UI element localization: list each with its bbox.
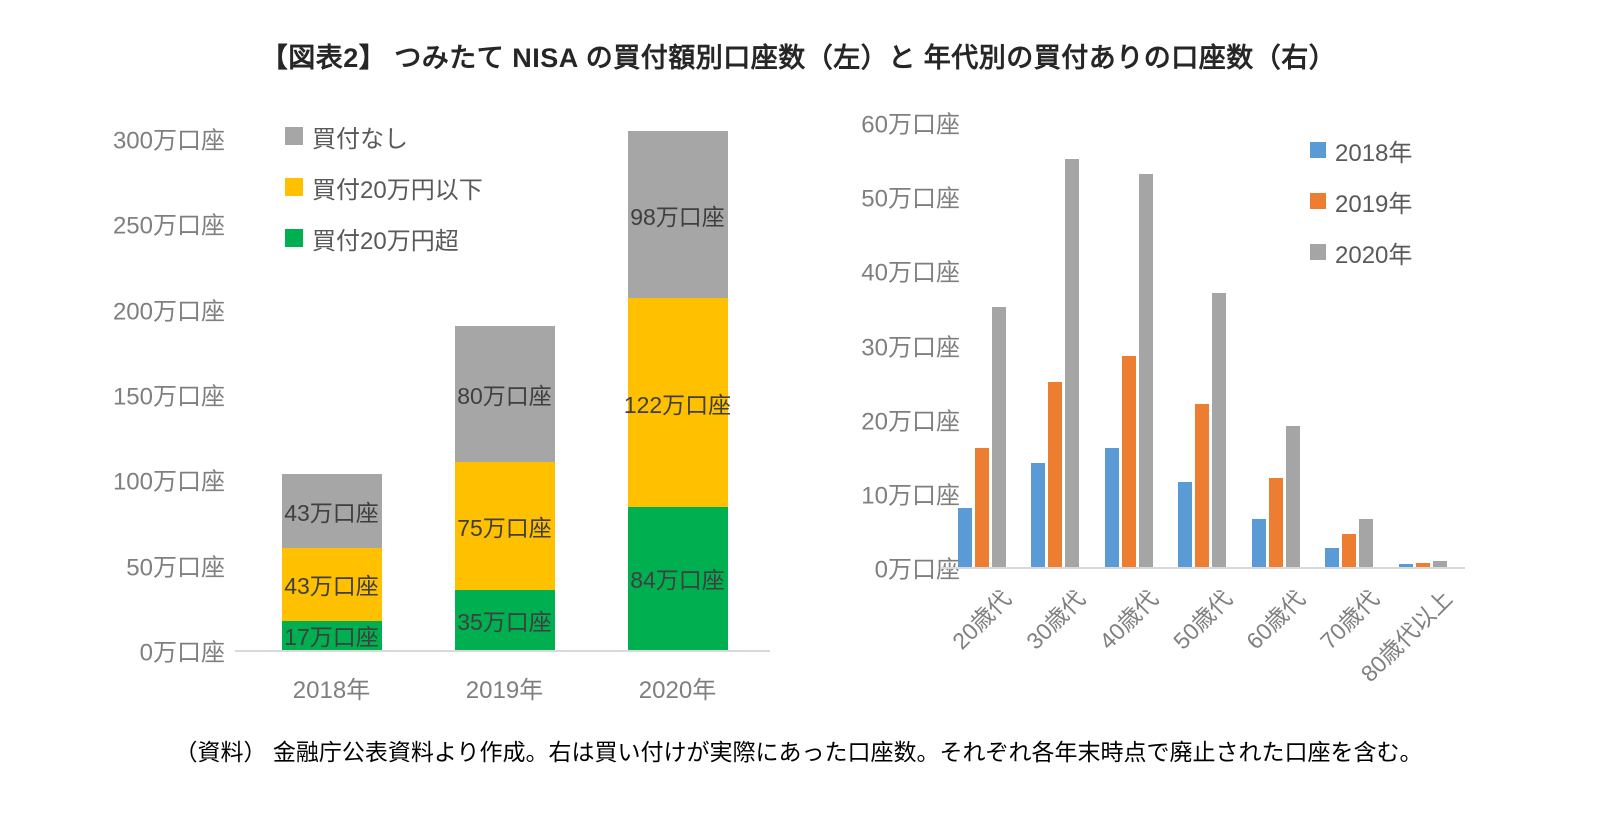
legend-swatch xyxy=(1310,244,1326,260)
legend-label: 買付なし xyxy=(312,125,408,153)
grouped-bar xyxy=(1031,463,1046,567)
y-axis-tick-label: 10万口座 xyxy=(861,482,960,510)
grouped-bar xyxy=(974,448,989,567)
y-axis-tick-label: 0万口座 xyxy=(139,639,225,667)
grouped-bar xyxy=(1212,292,1227,567)
x-axis-category-label: 40歳代 xyxy=(1094,585,1164,655)
legend-item: 買付20万円以下 xyxy=(285,172,483,204)
legend-swatch xyxy=(285,178,303,196)
grouped-bar xyxy=(991,307,1006,567)
x-axis-category-label: 2018年 xyxy=(292,677,371,704)
bar-data-label: 84万口座 xyxy=(630,567,725,594)
stacked-bar-segment xyxy=(281,474,382,548)
legend-label: 2020年 xyxy=(1335,241,1413,269)
grouped-bar xyxy=(1398,564,1413,567)
legend-item: 買付20万円超 xyxy=(285,223,483,255)
x-axis-category-label: 50歳代 xyxy=(1167,585,1237,655)
bar-data-label: 43万口座 xyxy=(284,573,379,600)
bar-data-label: 122万口座 xyxy=(623,391,732,418)
legend-label: 買付20万円以下 xyxy=(312,176,483,204)
y-axis-tick-label: 60万口座 xyxy=(861,111,960,139)
grouped-bar xyxy=(1178,481,1193,567)
stacked-bar-segment xyxy=(454,325,555,463)
grouped-bar xyxy=(1104,448,1119,567)
x-axis-line xyxy=(940,567,1465,569)
bar-data-label: 98万口座 xyxy=(630,203,725,230)
legend-label: 2018年 xyxy=(1335,139,1413,167)
chart-legend: 2018年 2019年 2020年 xyxy=(1310,135,1412,288)
chart-legend: 買付なし買付20万円以下 買付20万円超 xyxy=(285,121,483,274)
y-axis-tick-label: 50万口座 xyxy=(126,554,225,582)
grouped-bar xyxy=(1138,173,1153,567)
legend-item: 2020年 xyxy=(1310,237,1413,269)
stacked-bar-segment xyxy=(454,462,555,591)
grouped-bar xyxy=(1325,548,1340,567)
y-axis-tick-label: 20万口座 xyxy=(861,408,960,436)
source-note: （資料） 金融庁公表資料より作成。右は買い付けが実際にあった口座数。それぞれ各年… xyxy=(174,739,1423,765)
x-axis-category-label: 60歳代 xyxy=(1241,585,1311,655)
x-axis-category-label: 2020年 xyxy=(638,677,717,704)
grouped-bar xyxy=(1342,533,1357,567)
grouped-bar xyxy=(1432,561,1447,567)
legend-swatch xyxy=(285,127,303,145)
bar-data-label: 35万口座 xyxy=(457,609,552,636)
legend-swatch xyxy=(285,229,303,247)
grouped-bar xyxy=(1195,403,1210,567)
bar-data-label: 17万口座 xyxy=(284,624,379,651)
right-chart-grouped-bar: 0万口座 10万口座 20万口座 30万口座 40万口座 50万口座 60万口座 20歳代 30… xyxy=(800,95,1510,750)
stacked-bar-segment xyxy=(454,590,555,650)
stacked-bar-segment xyxy=(627,131,728,299)
grouped-bar xyxy=(1268,478,1283,567)
x-axis-category-label: 20歳代 xyxy=(947,585,1017,655)
x-axis-line xyxy=(235,650,770,652)
stacked-bar-segment xyxy=(281,620,382,650)
grouped-bar xyxy=(957,507,972,567)
bar-data-label: 75万口座 xyxy=(457,515,552,542)
x-axis-category-label: 2019年 xyxy=(465,677,544,704)
legend-item: 買付なし xyxy=(285,121,483,153)
y-axis-tick-label: 100万口座 xyxy=(112,468,225,496)
y-axis-tick-label: 0万口座 xyxy=(874,556,960,584)
bar-data-label: 43万口座 xyxy=(284,499,379,526)
grouped-bar xyxy=(1121,355,1136,567)
grouped-bar xyxy=(1285,426,1300,567)
grouped-bar xyxy=(1048,381,1063,567)
legend-item: 2019年 xyxy=(1310,186,1413,218)
y-axis-tick-label: 150万口座 xyxy=(112,383,225,411)
legend-swatch xyxy=(1310,193,1326,209)
y-axis-tick-label: 50万口座 xyxy=(861,185,960,213)
y-axis-tick-label: 40万口座 xyxy=(861,259,960,287)
stacked-bar-segment xyxy=(281,547,382,621)
stacked-bar-segment xyxy=(627,298,728,507)
legend-label: 買付20万円超 xyxy=(312,227,459,255)
y-axis-tick-label: 300万口座 xyxy=(112,127,225,155)
grouped-bar xyxy=(1065,159,1080,567)
grouped-bar xyxy=(1251,518,1266,567)
x-axis-category-label: 30歳代 xyxy=(1020,585,1090,655)
legend-swatch xyxy=(1310,142,1326,158)
bar-data-label: 80万口座 xyxy=(457,383,552,409)
y-axis-tick-label: 250万口座 xyxy=(112,212,225,240)
y-axis-tick-label: 30万口座 xyxy=(861,334,960,361)
left-chart-stacked-bar: 0万口座 50万口座 100万口座 150万口座 200万口座 250万口座 300万口座 1… xyxy=(95,105,770,715)
legend-label: 2019年 xyxy=(1335,190,1413,218)
grouped-bar xyxy=(1359,518,1374,567)
y-axis-tick-label: 200万口座 xyxy=(112,298,225,326)
figure-title: 【図表2】 つみたて NISA の買付額別口座数（左）と 年代別の買付ありの口座… xyxy=(260,43,1337,73)
grouped-bar xyxy=(1415,563,1430,567)
legend-item: 2018年 xyxy=(1310,135,1413,167)
stacked-bar-segment xyxy=(627,506,728,650)
